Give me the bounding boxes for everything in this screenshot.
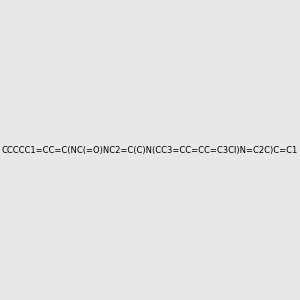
Text: CCCCC1=CC=C(NC(=O)NC2=C(C)N(CC3=CC=CC=C3Cl)N=C2C)C=C1: CCCCC1=CC=C(NC(=O)NC2=C(C)N(CC3=CC=CC=C3… [2, 146, 298, 154]
